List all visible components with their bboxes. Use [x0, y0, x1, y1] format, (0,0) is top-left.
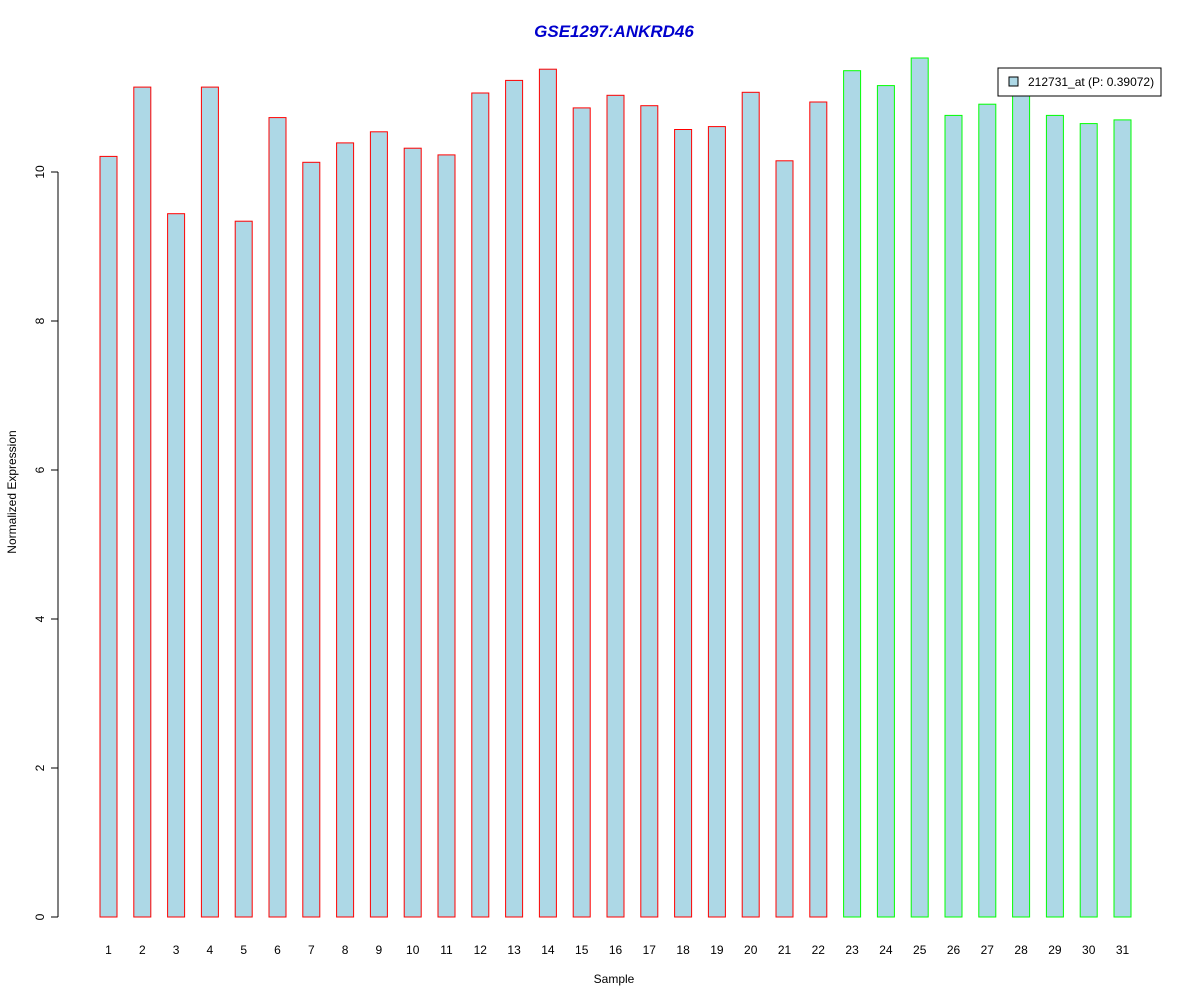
x-tick-label: 5 — [240, 943, 247, 957]
x-tick-label: 4 — [207, 943, 214, 957]
x-tick-label: 11 — [440, 943, 453, 957]
bar-sample-7 — [302, 161, 321, 918]
x-tick-label: 2 — [139, 943, 146, 957]
x-tick-label: 30 — [1082, 943, 1096, 957]
x-tick-label: 31 — [1116, 943, 1130, 957]
x-tick-label: 20 — [744, 943, 758, 957]
bar-sample-23 — [843, 70, 862, 918]
bar-sample-21 — [775, 160, 794, 918]
x-tick-label: 25 — [913, 943, 927, 957]
x-tick-label: 3 — [173, 943, 180, 957]
y-tick-label: 8 — [33, 317, 47, 324]
bar-sample-22 — [809, 101, 828, 918]
legend-box — [997, 67, 1162, 97]
bar-sample-5 — [234, 220, 253, 918]
bar-sample-1 — [99, 155, 118, 918]
x-tick-label: 12 — [474, 943, 488, 957]
bar-sample-31 — [1113, 119, 1132, 918]
x-axis: 1 2 3 4 5 6 7 8 9 10 11 12 13 14 15 16 17 18 19 20 21 22 23 24 2… — [105, 943, 1129, 957]
bar-sample-2 — [133, 86, 152, 918]
y-tick-label: 2 — [33, 764, 47, 771]
bar-sample-6 — [268, 117, 287, 918]
bar-sample-13 — [505, 79, 524, 918]
x-tick-label: 17 — [643, 943, 657, 957]
legend-swatch — [1008, 76, 1019, 87]
y-tick-label: 10 — [33, 165, 47, 179]
x-tick-label: 9 — [376, 943, 383, 957]
x-tick-label: 19 — [710, 943, 724, 957]
bar-sample-12 — [471, 92, 490, 918]
x-tick-label: 10 — [406, 943, 420, 957]
x-tick-label: 27 — [981, 943, 995, 957]
x-tick-label: 7 — [308, 943, 315, 957]
x-tick-label: 29 — [1048, 943, 1062, 957]
bar-sample-28 — [1012, 91, 1031, 918]
x-tick-label: 15 — [575, 943, 589, 957]
bar-sample-11 — [437, 154, 456, 918]
bar-sample-3 — [167, 213, 186, 918]
y-axis-label: Normalized Expression — [5, 430, 19, 553]
bar-sample-14 — [538, 68, 557, 918]
y-tick-label: 4 — [33, 615, 47, 622]
x-tick-label: 21 — [778, 943, 792, 957]
x-tick-label: 24 — [879, 943, 893, 957]
x-tick-label: 1 — [105, 943, 112, 957]
bars-layer — [99, 57, 1132, 918]
x-tick-label: 6 — [274, 943, 281, 957]
bar-sample-18 — [674, 129, 693, 918]
bar-sample-4 — [200, 86, 219, 918]
x-tick-label: 13 — [507, 943, 521, 957]
chart-title: GSE1297:ANKRD46 — [534, 22, 694, 41]
bar-sample-8 — [336, 142, 355, 918]
y-axis: 0 2 4 6 8 10 — [33, 165, 59, 920]
x-tick-label: 8 — [342, 943, 349, 957]
bar-sample-10 — [403, 147, 422, 918]
y-tick-label: 6 — [33, 466, 47, 473]
bar-sample-29 — [1045, 114, 1064, 918]
bar-sample-16 — [606, 94, 625, 918]
bar-sample-15 — [572, 107, 591, 918]
bar-sample-20 — [741, 91, 760, 918]
bar-sample-17 — [640, 105, 659, 918]
x-tick-label: 23 — [845, 943, 859, 957]
x-tick-label: 16 — [609, 943, 623, 957]
legend: 212731_at (P: 0.39072) — [997, 67, 1162, 97]
bar-sample-19 — [707, 126, 726, 918]
bar-sample-24 — [876, 85, 895, 918]
bar-sample-25 — [910, 57, 929, 918]
x-axis-label: Sample — [594, 972, 635, 986]
x-tick-label: 26 — [947, 943, 961, 957]
x-tick-label: 22 — [812, 943, 826, 957]
bar-sample-27 — [978, 103, 997, 918]
y-tick-label: 0 — [33, 913, 47, 920]
bar-sample-30 — [1079, 123, 1098, 918]
legend-label: 212731_at (P: 0.39072) — [1028, 75, 1154, 89]
x-tick-label: 18 — [676, 943, 690, 957]
x-tick-label: 28 — [1014, 943, 1028, 957]
bar-sample-26 — [944, 114, 963, 918]
x-tick-label: 14 — [541, 943, 555, 957]
bar-sample-9 — [369, 131, 388, 918]
